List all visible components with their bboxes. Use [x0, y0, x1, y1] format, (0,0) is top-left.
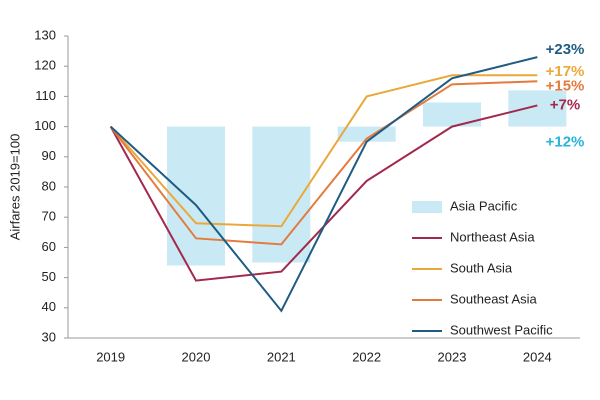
- annotation: +7%: [550, 96, 580, 113]
- annotation: +12%: [546, 133, 585, 150]
- y-axis-label: Airfares 2019=100: [7, 134, 22, 241]
- annotation: +17%: [546, 63, 585, 80]
- line: [109, 56, 538, 313]
- x-tick-label: 2024: [523, 349, 552, 364]
- legend-label: Southeast Asia: [450, 291, 537, 306]
- y-tick-label: 90: [42, 148, 56, 163]
- y-tick-label: 80: [42, 178, 56, 193]
- x-tick-label: 2022: [352, 349, 381, 364]
- line: [109, 80, 538, 246]
- y-tick-label: 120: [34, 58, 56, 73]
- y-tick-label: 110: [35, 88, 56, 103]
- y-tick-label: 40: [42, 299, 56, 314]
- bar: [423, 102, 481, 127]
- bar: [508, 90, 567, 127]
- y-tick-label: 50: [42, 269, 56, 284]
- legend-label: Northeast Asia: [450, 229, 535, 244]
- bar: [252, 126, 311, 263]
- x-tick-label: 2021: [267, 349, 296, 364]
- legend-swatch: [412, 201, 442, 213]
- bar: [167, 126, 225, 266]
- x-tick-label: 2023: [438, 349, 467, 364]
- legend-label: Southwest Pacific: [450, 322, 553, 337]
- x-tick-label: 2020: [182, 349, 211, 364]
- y-tick-label: 100: [34, 118, 56, 133]
- x-tick-label: 2019: [96, 349, 125, 364]
- y-tick-label: 60: [42, 239, 56, 254]
- annotation: +23%: [546, 41, 585, 58]
- y-tick-label: 130: [34, 27, 56, 42]
- annotation: +15%: [546, 77, 585, 94]
- legend-label: Asia Pacific: [450, 198, 518, 213]
- y-tick-label: 30: [42, 329, 56, 344]
- y-tick-label: 70: [42, 209, 56, 224]
- legend-label: South Asia: [450, 260, 513, 275]
